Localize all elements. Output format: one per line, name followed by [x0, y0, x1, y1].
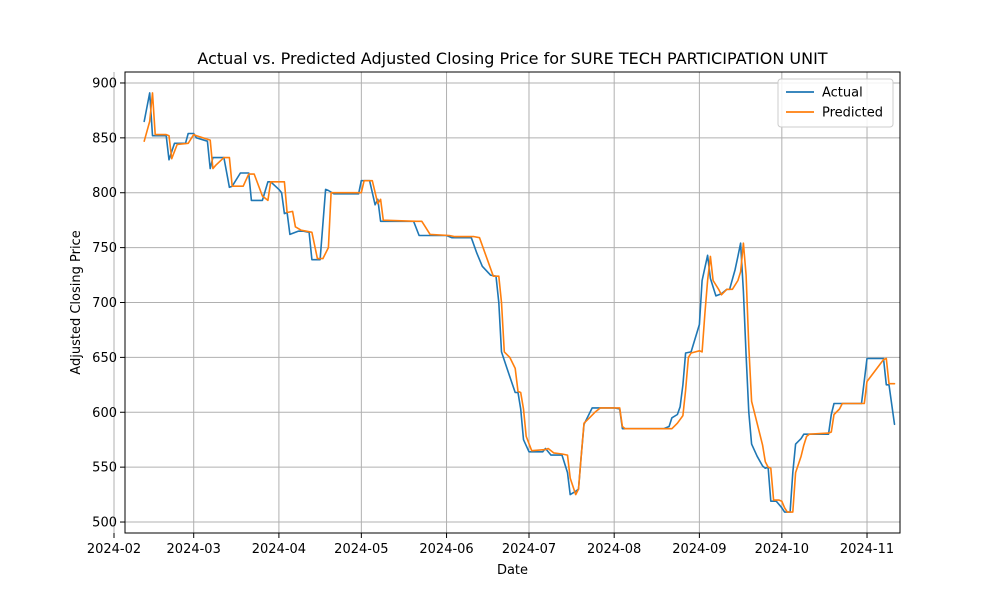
x-tick-label: 2024-04: [252, 542, 306, 557]
y-tick-label: 500: [92, 516, 117, 531]
series-line-actual: [143, 92, 896, 513]
grid: [113, 72, 900, 533]
x-tick-label: 2024-08: [587, 542, 641, 557]
x-tick-label: 2024-11: [840, 542, 894, 557]
y-tick-label: 850: [92, 131, 117, 146]
series-lines: [143, 92, 896, 513]
x-tick-label: 2024-09: [672, 542, 726, 557]
legend-box: [777, 78, 894, 128]
x-axis-label: Date: [497, 563, 528, 578]
x-tick-label: 2024-06: [419, 542, 473, 557]
legend-entry-actual: Actual: [822, 86, 863, 101]
y-tick-label: 750: [92, 241, 117, 256]
y-tick-label: 800: [92, 186, 117, 201]
legend: Actual Predicted: [777, 78, 894, 128]
y-tick-label: 550: [92, 461, 117, 476]
x-tick-label: 2024-07: [502, 542, 556, 557]
y-axis-label: Adjusted Closing Price: [69, 230, 84, 374]
x-tick-label: 2024-05: [334, 542, 388, 557]
x-tick-label: 2024-03: [167, 542, 221, 557]
legend-entry-predicted: Predicted: [822, 106, 883, 121]
y-tick-label: 600: [92, 406, 117, 421]
x-tick-label: 2024-10: [755, 542, 809, 557]
series-line-predicted: [143, 92, 896, 513]
y-tick-label: 900: [92, 76, 117, 91]
axis-ticks: 2024-02 2024-03 2024-04 2024-05 2024-06 2024-…: [87, 76, 894, 557]
x-tick-label: 2024-02: [87, 542, 141, 557]
chart-title: Actual vs. Predicted Adjusted Closing Pr…: [197, 49, 827, 68]
y-tick-label: 650: [92, 351, 117, 366]
y-tick-label: 700: [92, 296, 117, 311]
